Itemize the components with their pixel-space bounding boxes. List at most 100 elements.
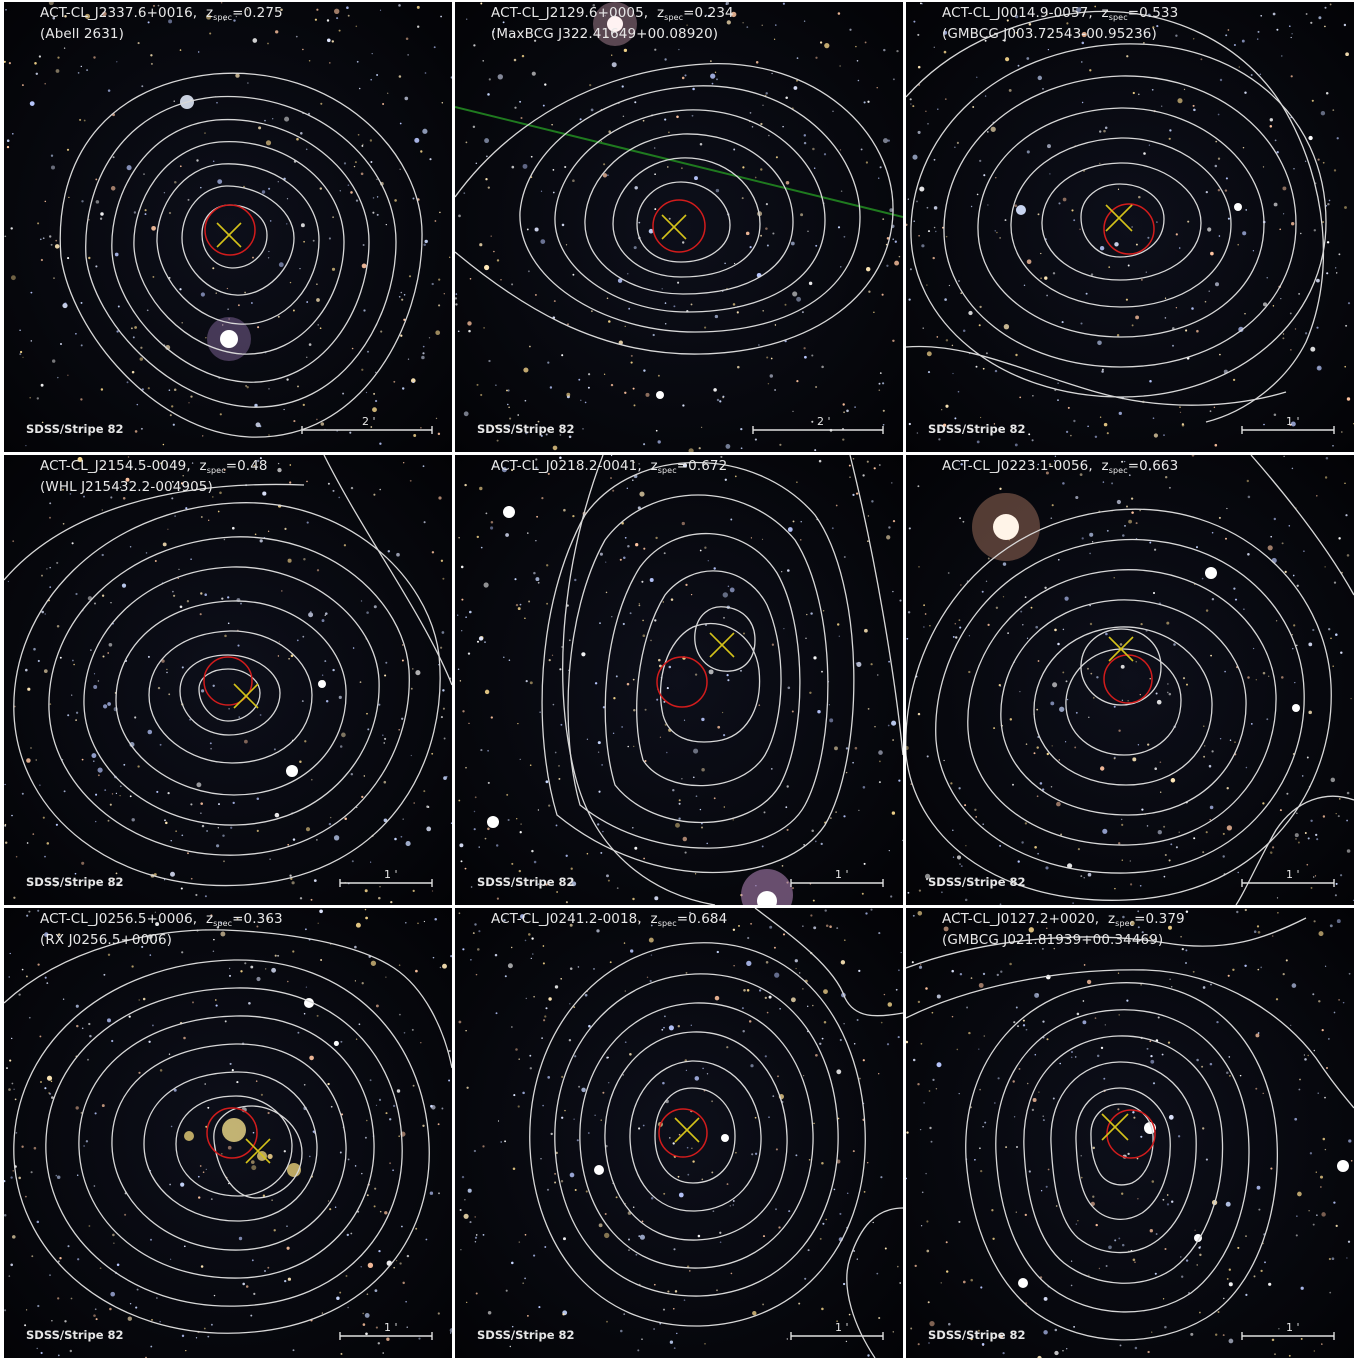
background-star bbox=[580, 399, 582, 402]
background-star bbox=[246, 386, 249, 389]
background-star bbox=[786, 1338, 788, 1340]
background-star bbox=[130, 327, 133, 330]
background-star bbox=[1336, 137, 1339, 140]
background-star bbox=[1329, 3, 1332, 6]
scale-bar-label: 1 ' bbox=[1286, 1321, 1300, 1334]
background-star bbox=[796, 57, 799, 59]
background-star bbox=[95, 793, 98, 796]
background-star bbox=[888, 660, 891, 663]
background-star bbox=[994, 369, 998, 373]
background-star bbox=[1045, 13, 1048, 16]
background-star bbox=[773, 946, 776, 949]
background-star bbox=[863, 1191, 866, 1193]
background-star bbox=[221, 324, 224, 326]
background-star bbox=[870, 908, 873, 911]
background-star bbox=[1193, 108, 1196, 112]
background-star bbox=[540, 434, 543, 437]
background-star bbox=[255, 1080, 258, 1082]
background-star bbox=[1282, 333, 1285, 335]
background-star bbox=[1162, 1298, 1165, 1300]
background-star bbox=[1030, 606, 1033, 609]
background-star bbox=[1306, 756, 1309, 759]
background-star bbox=[561, 646, 563, 648]
background-star bbox=[1225, 177, 1228, 180]
background-star bbox=[515, 1048, 518, 1051]
background-star bbox=[876, 87, 878, 89]
background-star bbox=[910, 103, 912, 105]
background-star bbox=[1028, 433, 1031, 436]
background-star bbox=[1079, 473, 1083, 476]
background-star bbox=[1116, 499, 1121, 505]
background-star bbox=[1054, 455, 1057, 457]
background-star bbox=[198, 51, 200, 53]
background-star bbox=[898, 969, 900, 972]
background-star bbox=[110, 601, 112, 604]
background-star bbox=[224, 634, 227, 638]
background-star bbox=[918, 889, 922, 892]
background-star bbox=[635, 1253, 638, 1256]
background-star bbox=[1336, 272, 1338, 274]
background-star bbox=[1019, 690, 1021, 693]
background-star bbox=[493, 250, 495, 253]
background-star bbox=[1244, 908, 1247, 912]
background-star bbox=[642, 619, 644, 622]
background-star bbox=[503, 918, 506, 922]
background-star bbox=[542, 104, 545, 107]
background-star bbox=[15, 855, 18, 858]
background-star bbox=[101, 1104, 105, 1108]
background-star bbox=[116, 921, 118, 923]
background-star bbox=[1090, 273, 1094, 276]
background-star bbox=[148, 1040, 151, 1043]
background-star bbox=[926, 1220, 929, 1223]
background-star bbox=[892, 739, 894, 741]
background-star bbox=[1292, 574, 1295, 577]
background-star bbox=[705, 14, 708, 17]
background-star bbox=[1332, 444, 1334, 447]
background-star bbox=[1012, 1080, 1015, 1083]
background-star bbox=[736, 311, 739, 314]
background-star bbox=[46, 842, 50, 845]
background-star bbox=[384, 1211, 388, 1215]
background-star bbox=[240, 602, 242, 605]
background-star bbox=[75, 332, 77, 335]
background-star bbox=[762, 1235, 766, 1238]
background-star bbox=[811, 420, 814, 423]
background-star bbox=[569, 923, 573, 927]
background-star bbox=[800, 213, 804, 217]
background-star bbox=[605, 35, 608, 38]
background-star bbox=[442, 707, 445, 710]
background-star bbox=[1289, 424, 1292, 426]
background-star bbox=[699, 142, 703, 146]
background-star bbox=[321, 1312, 324, 1314]
background-star bbox=[362, 1323, 366, 1326]
sz-contours bbox=[541, 455, 903, 905]
background-star bbox=[517, 1105, 520, 1108]
background-star bbox=[267, 257, 270, 259]
background-star bbox=[1193, 837, 1196, 840]
background-star bbox=[524, 1233, 527, 1236]
background-star bbox=[379, 1210, 382, 1213]
background-star bbox=[49, 566, 51, 569]
background-star bbox=[726, 1183, 729, 1186]
background-star bbox=[293, 420, 296, 423]
background-star bbox=[1081, 61, 1083, 63]
background-star bbox=[920, 1042, 923, 1045]
background-star bbox=[1252, 647, 1255, 650]
background-star bbox=[1316, 495, 1318, 497]
background-star bbox=[1345, 52, 1349, 57]
background-star bbox=[93, 673, 96, 675]
background-star bbox=[1304, 332, 1308, 335]
background-star bbox=[474, 923, 477, 926]
background-star bbox=[112, 1233, 115, 1237]
background-star bbox=[1177, 98, 1183, 104]
background-star bbox=[93, 56, 96, 59]
background-star bbox=[787, 569, 790, 572]
background-star bbox=[694, 1076, 700, 1081]
background-star bbox=[317, 324, 319, 326]
background-star bbox=[624, 536, 627, 539]
background-star bbox=[574, 578, 577, 582]
background-star bbox=[1263, 423, 1265, 426]
background-star bbox=[571, 881, 577, 887]
background-star bbox=[622, 1074, 625, 1076]
background-star bbox=[131, 370, 135, 374]
